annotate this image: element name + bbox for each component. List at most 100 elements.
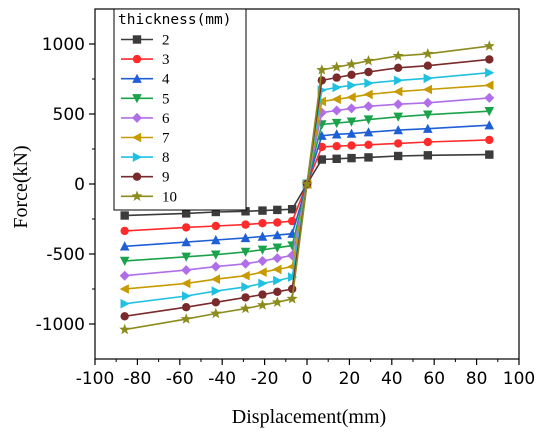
data-point bbox=[211, 250, 221, 260]
data-point bbox=[240, 247, 251, 257]
data-point bbox=[316, 64, 328, 75]
data-point bbox=[240, 258, 251, 269]
data-point bbox=[393, 125, 403, 135]
data-point bbox=[120, 211, 129, 220]
legend-marker bbox=[132, 94, 142, 104]
data-point bbox=[331, 105, 342, 116]
y-tick-label: -500 bbox=[46, 245, 85, 265]
x-tick-label: -60 bbox=[166, 369, 194, 389]
legend-marker bbox=[132, 35, 142, 44]
data-point bbox=[257, 256, 268, 266]
legend-label: 6 bbox=[162, 111, 170, 127]
data-point bbox=[484, 107, 495, 117]
data-point bbox=[241, 207, 250, 216]
data-point bbox=[364, 140, 373, 149]
data-point bbox=[317, 155, 327, 164]
data-point bbox=[317, 130, 327, 140]
data-point bbox=[393, 99, 404, 110]
data-point bbox=[346, 103, 357, 114]
data-point bbox=[483, 40, 495, 51]
legend-marker bbox=[132, 73, 142, 83]
data-point bbox=[363, 55, 374, 66]
data-point bbox=[393, 139, 403, 148]
data-point bbox=[119, 241, 130, 251]
data-point bbox=[422, 97, 433, 108]
legend-label: 7 bbox=[162, 131, 170, 147]
data-point bbox=[347, 153, 356, 163]
data-point bbox=[347, 70, 356, 80]
data-point bbox=[347, 141, 356, 150]
data-point bbox=[332, 82, 342, 93]
data-point bbox=[240, 302, 251, 314]
legend-label: 10 bbox=[162, 189, 177, 205]
data-point bbox=[394, 75, 404, 86]
data-point bbox=[287, 284, 297, 294]
legend-marker bbox=[132, 112, 142, 123]
data-point bbox=[181, 209, 191, 218]
legend-title: thickness(mm) bbox=[118, 12, 232, 28]
data-point bbox=[316, 96, 326, 107]
legend-marker bbox=[132, 132, 142, 143]
data-point bbox=[210, 307, 222, 319]
data-point bbox=[273, 218, 282, 227]
data-point bbox=[211, 298, 221, 307]
data-point bbox=[393, 112, 403, 122]
data-point bbox=[273, 275, 283, 286]
data-point bbox=[393, 63, 403, 72]
data-point bbox=[485, 150, 494, 159]
data-point bbox=[346, 128, 357, 138]
series-group bbox=[119, 40, 495, 335]
data-point bbox=[272, 264, 282, 275]
data-point bbox=[241, 220, 250, 229]
x-tick-label: -100 bbox=[76, 369, 115, 389]
data-point bbox=[120, 226, 129, 236]
data-point bbox=[258, 290, 267, 299]
data-point bbox=[484, 80, 494, 91]
data-point bbox=[257, 245, 268, 255]
data-point bbox=[258, 278, 268, 289]
data-point bbox=[423, 151, 433, 160]
x-tick-label: 40 bbox=[381, 369, 403, 389]
data-point bbox=[423, 137, 433, 147]
data-point bbox=[301, 178, 313, 189]
data-point bbox=[272, 230, 283, 240]
data-point bbox=[120, 298, 130, 309]
data-point bbox=[258, 219, 267, 228]
data-point bbox=[347, 80, 357, 91]
data-point bbox=[211, 221, 221, 231]
data-point bbox=[331, 118, 342, 129]
data-point bbox=[422, 48, 434, 59]
data-point bbox=[181, 278, 191, 289]
data-point bbox=[258, 206, 267, 215]
data-point bbox=[241, 282, 251, 292]
legend-label: 2 bbox=[162, 33, 170, 49]
x-tick-label: 0 bbox=[302, 369, 313, 389]
x-tick-label: 20 bbox=[339, 369, 361, 389]
x-tick-label: -20 bbox=[251, 369, 279, 389]
data-point bbox=[210, 274, 220, 284]
x-tick-label: 80 bbox=[466, 369, 488, 389]
data-point bbox=[393, 151, 403, 161]
series-10 bbox=[119, 40, 495, 335]
data-point bbox=[346, 92, 356, 102]
data-point bbox=[288, 272, 298, 282]
data-point bbox=[271, 296, 283, 307]
data-point bbox=[287, 205, 297, 214]
data-point bbox=[332, 154, 341, 163]
data-point bbox=[180, 313, 192, 324]
data-point bbox=[119, 323, 131, 335]
data-point bbox=[363, 89, 373, 100]
data-point bbox=[240, 270, 250, 281]
x-axis-title: Displacement(mm) bbox=[232, 406, 386, 428]
data-point bbox=[331, 94, 341, 105]
data-point bbox=[393, 86, 403, 97]
data-point bbox=[484, 92, 495, 103]
legend-label: 3 bbox=[162, 52, 170, 68]
data-point bbox=[485, 67, 495, 78]
data-point bbox=[332, 73, 341, 82]
y-tick-label: 0 bbox=[74, 175, 85, 195]
data-point bbox=[257, 267, 267, 277]
data-point bbox=[120, 312, 129, 321]
data-point bbox=[241, 293, 250, 302]
